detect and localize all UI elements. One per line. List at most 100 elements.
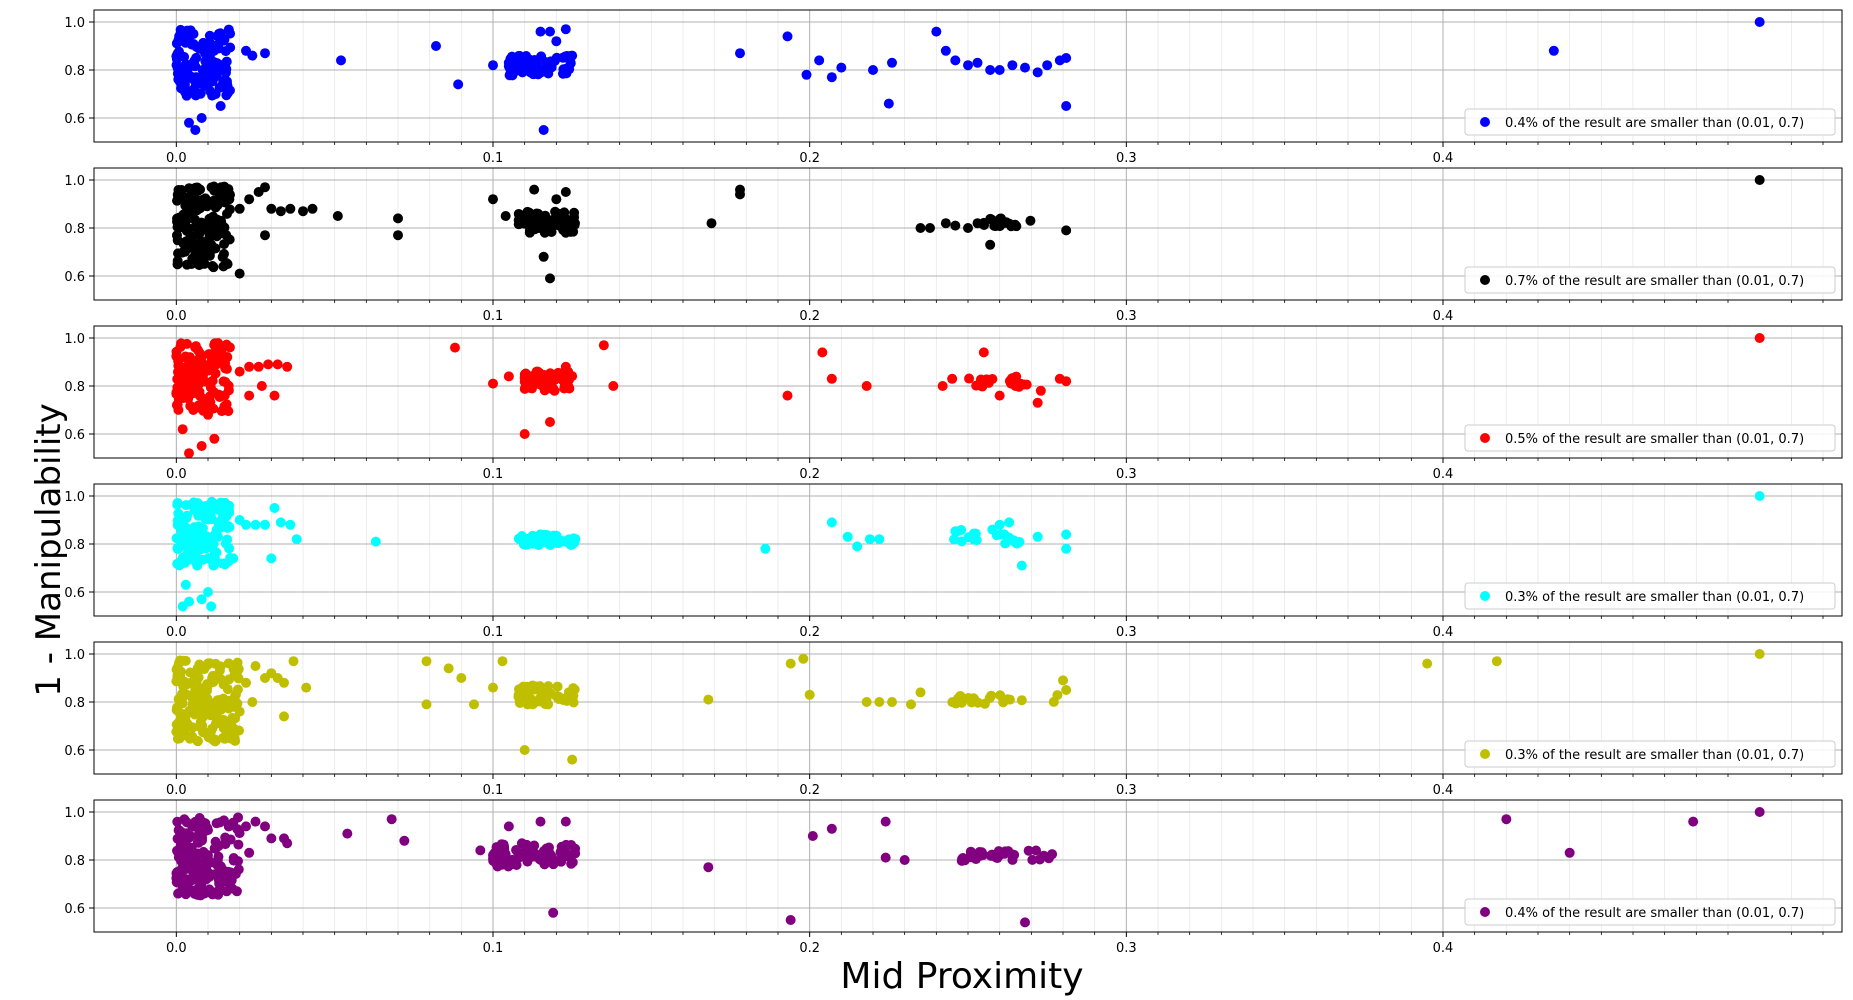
scatter-point [173, 508, 184, 519]
scatter-point [527, 530, 538, 541]
scatter-point [963, 60, 973, 71]
scatter-point [203, 587, 213, 597]
scatter-point [541, 57, 552, 68]
scatter-point [288, 656, 299, 667]
scatter-point [285, 519, 296, 530]
scatter-point [180, 864, 191, 875]
scatter-point [551, 194, 562, 205]
scatter-point [190, 355, 201, 366]
x-tick-label: 0.4 [1433, 151, 1454, 166]
scatter-point [174, 825, 185, 836]
scatter-point [193, 702, 204, 713]
scatter-point [521, 50, 532, 61]
scatter-point [224, 234, 235, 245]
scatter-point [826, 517, 837, 528]
scatter-point [861, 697, 872, 707]
scatter-point [874, 534, 885, 545]
x-tick-label: 0.1 [483, 941, 504, 956]
scatter-point [991, 530, 1002, 541]
y-axis-label: 1 - Manipulability [29, 403, 69, 696]
scatter-point [760, 543, 771, 554]
scatter-point [250, 661, 261, 671]
scatter-point [177, 883, 188, 894]
legend-label: 0.3% of the result are smaller than (0.0… [1505, 590, 1804, 605]
scatter-point [995, 690, 1006, 701]
scatter-point [203, 854, 214, 865]
scatter-point [220, 46, 231, 57]
scatter-point [253, 361, 264, 372]
scatter-point [535, 816, 546, 827]
scatter-point [208, 538, 219, 549]
scatter-point [504, 858, 515, 869]
scatter-point [266, 203, 277, 214]
scatter-point [399, 835, 410, 846]
scatter-point [205, 397, 216, 408]
scatter-point [880, 816, 891, 827]
scatter-point [1052, 690, 1063, 701]
scatter-point [558, 64, 569, 75]
scatter-point [197, 363, 208, 374]
legend-marker [1480, 907, 1490, 917]
x-tick-label: 0.1 [483, 625, 504, 640]
scatter-point [540, 216, 551, 227]
scatter-point [212, 338, 223, 349]
scatter-point [497, 656, 508, 667]
scatter-point [1491, 656, 1502, 667]
scatter-point [186, 29, 197, 40]
scatter-point [175, 666, 186, 677]
scatter-point [1754, 491, 1765, 501]
scatter-point [218, 80, 229, 91]
scatter-point [279, 711, 289, 722]
scatter-point [197, 238, 208, 249]
scatter-point [332, 211, 343, 221]
scatter-point [880, 852, 891, 863]
scatter-point [342, 828, 353, 839]
scatter-point [516, 530, 527, 541]
scatter-point [229, 669, 240, 680]
legend-box [1464, 582, 1836, 610]
scatter-point [539, 531, 550, 542]
scatter-point [558, 695, 569, 706]
scatter-point [852, 541, 863, 552]
scatter-point [836, 62, 847, 73]
y-tick-label: 0.8 [64, 64, 85, 79]
scatter-point [336, 55, 346, 66]
scatter-point [285, 203, 296, 214]
scatter-point [1016, 695, 1027, 706]
x-tick-label: 0.3 [1116, 941, 1137, 956]
scatter-point [545, 688, 556, 699]
scatter-point [206, 245, 217, 256]
x-tick-label: 0.2 [799, 783, 820, 798]
scatter-point [206, 601, 217, 612]
scatter-point [199, 535, 210, 546]
scatter-point [531, 366, 542, 377]
scatter-point [1754, 807, 1765, 817]
legend-box [1464, 740, 1836, 768]
scatter-point [814, 55, 825, 66]
scatter-point [953, 693, 964, 704]
scatter-point [210, 843, 221, 854]
y-tick-label: 1.0 [64, 174, 85, 189]
scatter-point [514, 684, 525, 695]
scatter-point [197, 247, 208, 258]
scatter-point [545, 26, 555, 37]
scatter-point [983, 377, 994, 388]
scatter-point [1007, 854, 1018, 865]
scatter-point [801, 69, 812, 80]
scatter-point [703, 694, 714, 705]
scatter-point [963, 223, 973, 233]
scatter-point [213, 889, 224, 900]
scatter-point [548, 859, 559, 870]
scatter-point [523, 380, 534, 391]
scatter-point [173, 184, 184, 195]
scatter-point [230, 868, 241, 879]
scatter-point [1032, 531, 1043, 542]
x-tick-label: 0.4 [1433, 941, 1454, 956]
scatter-point [189, 522, 200, 533]
scatter-point [500, 211, 511, 221]
scatter-point [950, 526, 961, 537]
scatter-point [192, 889, 203, 900]
scatter-point [229, 662, 240, 673]
y-tick-label: 1.0 [64, 490, 85, 505]
scatter-point [975, 850, 986, 861]
